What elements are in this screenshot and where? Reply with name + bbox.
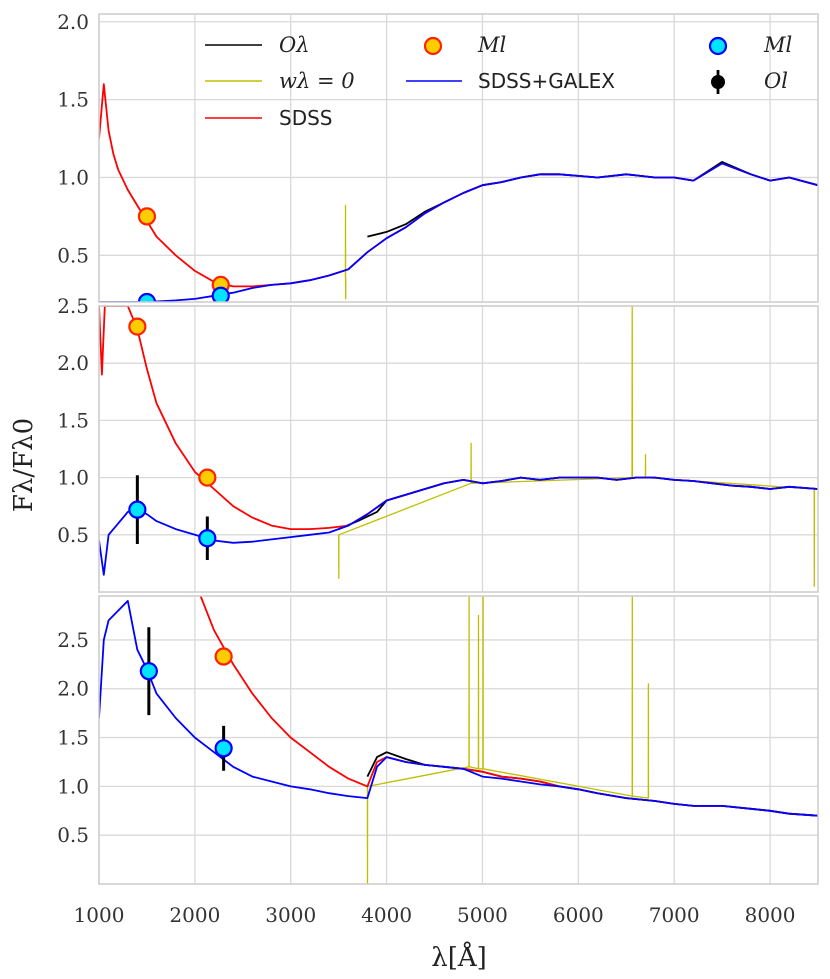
x-tick-label: 2000 bbox=[169, 903, 220, 927]
y-tick-label: 0.5 bbox=[57, 523, 89, 547]
x-tick-label: 5000 bbox=[457, 903, 508, 927]
series-line-sdss bbox=[199, 596, 818, 817]
series-line-sdss-galex bbox=[99, 600, 818, 817]
x-tick-label: 3000 bbox=[265, 903, 316, 927]
x-tick-label: 1000 bbox=[74, 903, 125, 927]
x-tick-label: 6000 bbox=[553, 903, 604, 927]
panel-frame bbox=[98, 305, 819, 593]
legend-label-o-lambda: Oλ bbox=[279, 33, 310, 57]
legend-marker-o-l bbox=[711, 75, 725, 89]
y-tick-label: 0.5 bbox=[57, 243, 89, 267]
y-tick-label: 1.5 bbox=[57, 726, 89, 750]
series-line-sdss bbox=[99, 306, 818, 530]
y-tick-label: 1.0 bbox=[57, 165, 89, 189]
plot-area bbox=[99, 83, 818, 302]
legend-label-sdss-galex: SDSS+GALEX bbox=[478, 69, 615, 93]
y-tick-label: 1.5 bbox=[57, 408, 89, 432]
y-axis-label: Fλ/Fλ0 bbox=[9, 418, 39, 512]
panel-middle: 0.5 1.0 1.5 2.0 2.5 bbox=[57, 294, 819, 593]
series-line-sdss bbox=[99, 83, 818, 288]
legend-label-sdss: SDSS bbox=[279, 106, 333, 130]
y-tick-label: 2.0 bbox=[57, 351, 89, 375]
legend-label-w-lambda: wλ = 0 bbox=[279, 69, 355, 93]
y-tick-label: 1.0 bbox=[57, 774, 89, 798]
x-tick-label: 7000 bbox=[649, 903, 700, 927]
m-l-sdss-galex-point bbox=[214, 739, 233, 758]
m-l-sdss-galex-point bbox=[137, 292, 157, 302]
y-tick-label: 2.0 bbox=[57, 10, 89, 34]
y-tick-label: 0.5 bbox=[57, 823, 89, 847]
y-tick-label: 1.5 bbox=[57, 88, 89, 112]
m-l-sdss-point bbox=[198, 468, 217, 487]
plot-area bbox=[99, 306, 818, 587]
series-line-sdss-galex bbox=[99, 162, 818, 302]
m-l-sdss-point bbox=[128, 317, 147, 336]
y-tick-label: 1.0 bbox=[57, 466, 89, 490]
series-line-o-lambda bbox=[366, 751, 818, 817]
m-l-sdss-galex-point bbox=[198, 529, 217, 548]
y-tick-label: 2.5 bbox=[57, 294, 89, 318]
m-l-sdss-galex-point bbox=[211, 286, 230, 302]
panel-top: 0.5 1.0 1.5 2.0 bbox=[57, 10, 819, 303]
panel-frame bbox=[98, 13, 819, 303]
y-tick-label: 2.0 bbox=[57, 677, 89, 701]
legend-label-m-l-sdss: Ml bbox=[477, 33, 506, 57]
m-l-sdss-point bbox=[137, 207, 157, 226]
m-l-sdss-galex-point bbox=[139, 662, 158, 681]
x-tick-labels: 1000 2000 3000 4000 5000 6000 7000 8000 bbox=[74, 903, 796, 927]
legend-marker-m-l-sdss-galex bbox=[708, 36, 728, 56]
m-l-sdss-point bbox=[214, 647, 233, 666]
legend-marker-m-l-sdss bbox=[423, 36, 443, 56]
legend: Oλ wλ = 0 SDSS Ml SDSS+GALEX Ml Ol bbox=[205, 33, 792, 130]
legend-label-m-l-cyan: Ml bbox=[763, 33, 792, 57]
series-line-sdss-galex bbox=[99, 476, 818, 576]
x-tick-label: 4000 bbox=[361, 903, 412, 927]
y-tick-label: 2.5 bbox=[57, 628, 89, 652]
series-line-w-lambda-0 bbox=[338, 306, 816, 587]
x-axis-label: λ[Å] bbox=[431, 941, 487, 973]
m-l-sdss-galex-point bbox=[128, 500, 147, 519]
series-line-o-lambda bbox=[367, 160, 818, 238]
panel-bottom: 0.5 1.0 1.5 2.0 2.5 bbox=[57, 595, 819, 885]
x-tick-label: 8000 bbox=[745, 903, 796, 927]
legend-label-o-l: Ol bbox=[764, 69, 788, 93]
panel-frame bbox=[98, 595, 819, 885]
series-line-w-lambda-0 bbox=[366, 596, 650, 884]
plot-area bbox=[99, 596, 818, 884]
